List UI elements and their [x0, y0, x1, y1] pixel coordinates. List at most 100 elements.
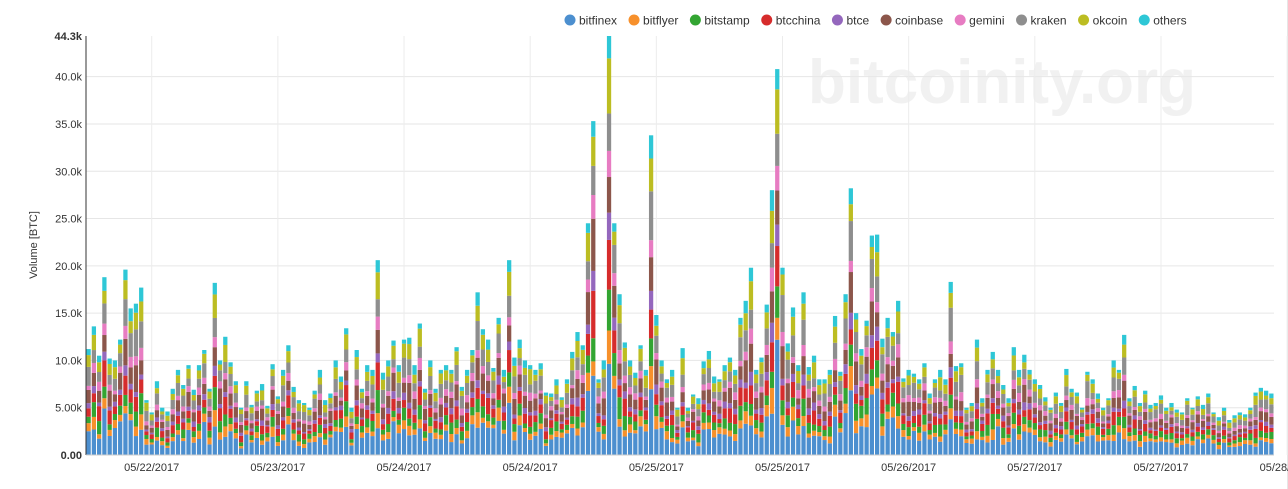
- bar-segment-coinbase[interactable]: [1132, 409, 1137, 416]
- bar-segment-bitstamp[interactable]: [438, 429, 443, 435]
- bar-segment-bitflyer[interactable]: [990, 429, 995, 440]
- bar-segment-okcoin[interactable]: [838, 375, 843, 381]
- bar-segment-kraken[interactable]: [401, 357, 407, 378]
- bar-segment-bitstamp[interactable]: [1122, 416, 1127, 429]
- bar-segment-kraken[interactable]: [538, 375, 543, 391]
- bar-segment-btcchina[interactable]: [1132, 419, 1137, 429]
- bar-segment-others[interactable]: [869, 235, 874, 247]
- bar-segment-bitflyer[interactable]: [1206, 434, 1211, 439]
- bar-segment-bitfinex[interactable]: [712, 437, 717, 455]
- bar-segment-okcoin[interactable]: [974, 347, 980, 362]
- bar-segment-btce[interactable]: [796, 404, 801, 410]
- bar-segment-kraken[interactable]: [980, 406, 985, 414]
- bar-segment-coinbase[interactable]: [144, 425, 149, 430]
- bar-segment-others[interactable]: [790, 307, 796, 317]
- bar-segment-okcoin[interactable]: [612, 231, 617, 245]
- bar-segment-coinbase[interactable]: [1153, 421, 1158, 430]
- bar-segment-bitflyer[interactable]: [606, 330, 612, 364]
- bar-segment-btce[interactable]: [938, 414, 943, 419]
- bar-segment-others[interactable]: [391, 340, 396, 346]
- bar-segment-kraken[interactable]: [717, 391, 722, 401]
- bar-segment-btcchina[interactable]: [869, 347, 874, 370]
- bar-segment-kraken[interactable]: [1221, 415, 1227, 422]
- bar-segment-bitfinex[interactable]: [470, 424, 475, 455]
- bar-segment-bitstamp[interactable]: [1253, 437, 1258, 444]
- bar-segment-okcoin[interactable]: [911, 376, 917, 383]
- bar-segment-bitflyer[interactable]: [843, 403, 848, 414]
- bar-segment-others[interactable]: [1148, 404, 1153, 409]
- bar-segment-coinbase[interactable]: [990, 384, 995, 399]
- bar-segment-btce[interactable]: [1127, 424, 1132, 428]
- bar-segment-bitfinex[interactable]: [817, 436, 822, 455]
- bar-segment-btcchina[interactable]: [1237, 434, 1242, 438]
- bar-segment-okcoin[interactable]: [801, 303, 806, 320]
- bar-segment-others[interactable]: [1216, 417, 1221, 421]
- bar-segment-coinbase[interactable]: [375, 329, 380, 354]
- bar-segment-bitstamp[interactable]: [359, 426, 365, 433]
- bar-segment-bitflyer[interactable]: [1132, 435, 1137, 441]
- bar-segment-kraken[interactable]: [112, 378, 118, 391]
- bar-segment-kraken[interactable]: [259, 400, 265, 406]
- bar-segment-okcoin[interactable]: [323, 405, 328, 413]
- bar-segment-bitstamp[interactable]: [727, 422, 733, 431]
- bar-segment-bitstamp[interactable]: [217, 421, 223, 433]
- bar-segment-bitflyer[interactable]: [196, 430, 202, 439]
- bar-segment-btce[interactable]: [1190, 429, 1195, 433]
- bar-segment-bitstamp[interactable]: [654, 404, 659, 417]
- bar-segment-bitfinex[interactable]: [890, 417, 896, 455]
- bar-segment-kraken[interactable]: [412, 383, 417, 392]
- bar-segment-bitflyer[interactable]: [438, 434, 443, 440]
- bar-segment-gemini[interactable]: [354, 379, 359, 386]
- bar-segment-kraken[interactable]: [738, 337, 743, 361]
- bar-segment-okcoin[interactable]: [412, 374, 417, 384]
- bar-segment-btce[interactable]: [454, 400, 459, 407]
- bar-segment-bitstamp[interactable]: [396, 419, 401, 425]
- bar-segment-btcchina[interactable]: [932, 416, 938, 425]
- bar-segment-bitflyer[interactable]: [701, 422, 706, 430]
- bar-segment-bitfinex[interactable]: [1027, 432, 1032, 455]
- bar-segment-others[interactable]: [1058, 402, 1064, 406]
- bar-segment-bitflyer[interactable]: [391, 417, 396, 422]
- bar-segment-bitfinex[interactable]: [386, 438, 391, 455]
- bar-segment-kraken[interactable]: [1090, 392, 1095, 400]
- bar-segment-okcoin[interactable]: [112, 367, 118, 379]
- bar-segment-gemini[interactable]: [1179, 425, 1185, 428]
- bar-segment-bitstamp[interactable]: [291, 429, 296, 434]
- bar-segment-bitflyer[interactable]: [175, 430, 181, 435]
- bar-segment-gemini[interactable]: [859, 380, 864, 387]
- bar-segment-coinbase[interactable]: [1148, 422, 1153, 428]
- bar-segment-gemini[interactable]: [480, 366, 486, 374]
- bar-segment-btcchina[interactable]: [890, 383, 896, 393]
- bar-segment-btcchina[interactable]: [1048, 434, 1053, 438]
- bar-segment-bitfinex[interactable]: [107, 435, 112, 455]
- bar-segment-gemini[interactable]: [1053, 413, 1058, 419]
- bar-segment-btcchina[interactable]: [86, 408, 91, 417]
- bar-segment-bitflyer[interactable]: [1085, 429, 1090, 437]
- bar-segment-kraken[interactable]: [801, 319, 806, 345]
- bar-segment-okcoin[interactable]: [627, 366, 633, 375]
- bar-segment-okcoin[interactable]: [570, 358, 575, 371]
- bar-segment-bitflyer[interactable]: [144, 438, 149, 445]
- bar-segment-others[interactable]: [606, 36, 612, 59]
- bar-segment-bitstamp[interactable]: [980, 431, 985, 437]
- bar-segment-bitstamp[interactable]: [349, 439, 354, 443]
- bar-segment-bitflyer[interactable]: [533, 431, 538, 436]
- bar-segment-kraken[interactable]: [1037, 398, 1043, 406]
- bar-segment-bitflyer[interactable]: [1158, 437, 1164, 442]
- bar-segment-others[interactable]: [1227, 420, 1232, 423]
- bar-segment-others[interactable]: [1085, 371, 1090, 375]
- bar-segment-bitflyer[interactable]: [1074, 441, 1080, 445]
- bar-segment-gemini[interactable]: [1248, 418, 1253, 422]
- bar-segment-okcoin[interactable]: [191, 395, 196, 401]
- bar-segment-coinbase[interactable]: [638, 378, 643, 393]
- bar-segment-btcchina[interactable]: [275, 428, 280, 436]
- bar-segment-bitstamp[interactable]: [738, 405, 743, 421]
- bar-segment-coinbase[interactable]: [685, 420, 691, 427]
- legend-item-btcchina[interactable]: btcchina: [761, 14, 821, 28]
- bar-segment-bitstamp[interactable]: [759, 422, 764, 432]
- bar-segment-bitflyer[interactable]: [1143, 435, 1148, 442]
- bar-segment-bitstamp[interactable]: [422, 431, 428, 438]
- bar-segment-bitfinex[interactable]: [943, 434, 948, 455]
- legend-item-others[interactable]: others: [1138, 14, 1187, 28]
- bar-segment-btcchina[interactable]: [496, 384, 501, 400]
